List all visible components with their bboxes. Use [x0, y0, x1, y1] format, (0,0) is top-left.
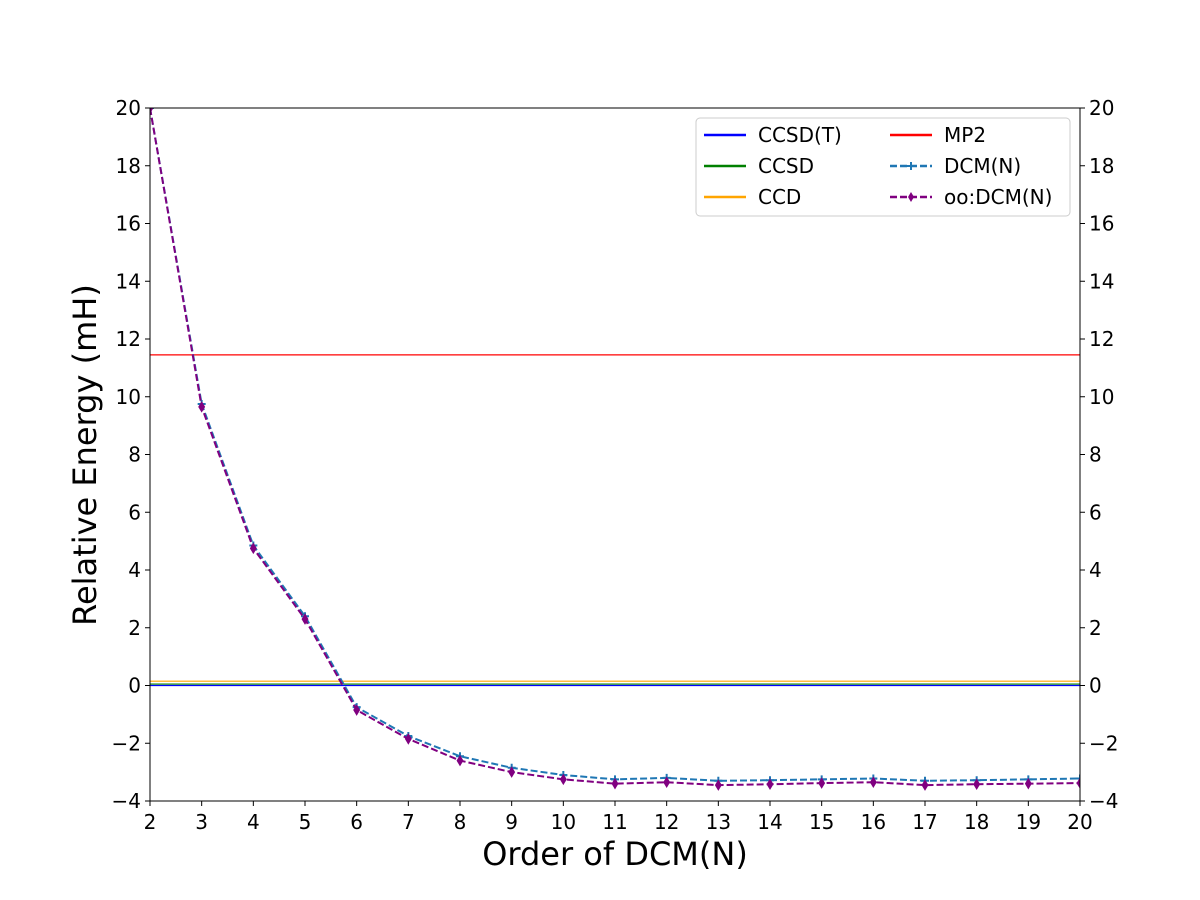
- y-tick-label-left: 20: [116, 96, 141, 120]
- data-point-oo-dcm-n: [973, 778, 981, 791]
- data-point-oo-dcm-n: [663, 776, 671, 789]
- y-tick-label-right: 6: [1089, 500, 1102, 524]
- data-point-oo-dcm-n: [714, 779, 722, 791]
- legend: CCSD(T) CCSD CCD MP2 DCM(N) oo:DCM(N): [695, 117, 1071, 217]
- y-tick-label-left: 10: [116, 385, 141, 409]
- data-point-oo-dcm-n: [1024, 777, 1032, 790]
- x-tick-label: 2: [144, 810, 157, 834]
- data-point-oo-dcm-n: [353, 704, 361, 716]
- y-tick-label-left: 16: [116, 212, 141, 236]
- legend-label: CCSD: [758, 154, 814, 178]
- data-point-oo-dcm-n: [921, 779, 929, 791]
- data-point-oo-dcm-n: [456, 754, 464, 767]
- x-tick-label: 3: [195, 810, 208, 834]
- y-tick-label-right: 16: [1089, 212, 1114, 236]
- y-tick-label-right: 10: [1089, 385, 1114, 409]
- y-tick-label-left: 6: [128, 500, 141, 524]
- x-tick-label: 14: [757, 810, 782, 834]
- x-axis-title: Order of DCM(N): [482, 835, 748, 873]
- legend-box: [695, 117, 1071, 217]
- y-tick-label-right: 0: [1089, 674, 1102, 698]
- legend-marker: [908, 192, 914, 202]
- legend-item-mp2: MP2: [890, 123, 986, 147]
- y-tick-label-left: 18: [116, 154, 141, 178]
- data-point-oo-dcm-n: [611, 777, 619, 790]
- legend-label: oo:DCM(N): [944, 185, 1052, 209]
- legend-item-oo-dcm-n: oo:DCM(N): [890, 185, 1052, 209]
- data-point-oo-dcm-n: [1076, 777, 1080, 789]
- legend-item-ccsd-t: CCSD(T): [704, 123, 842, 147]
- data-point-oo-dcm-n: [818, 777, 826, 789]
- x-tick-label: 5: [299, 810, 312, 834]
- legend-label: CCSD(T): [758, 123, 842, 147]
- data-point-oo-dcm-n: [766, 778, 774, 791]
- y-tick-label-left: −2: [112, 731, 141, 755]
- y-tick-label-right: 14: [1089, 269, 1114, 293]
- x-tick-label: 4: [247, 810, 260, 834]
- y-tick-label-right: 8: [1089, 443, 1102, 467]
- x-tick-label: 9: [505, 810, 518, 834]
- y-tick-label-left: 8: [128, 443, 141, 467]
- data-point-oo-dcm-n: [301, 613, 309, 625]
- x-tick-label: 6: [350, 810, 363, 834]
- y-tick-label-left: 0: [128, 674, 141, 698]
- data-layer: [150, 108, 1080, 791]
- y-tick-label-left: 2: [128, 616, 141, 640]
- plot-area: −4 −4 −2 −2 0 0 2 2 4 4 6 6 8 8 10 10 12 12 14 14 16 16 18 18 20…: [112, 96, 1119, 834]
- y-tick-label-left: 12: [116, 327, 141, 351]
- legend-label: DCM(N): [944, 154, 1021, 178]
- x-tick-label: 17: [912, 810, 937, 834]
- legend-item-ccsd: CCSD: [704, 154, 814, 178]
- y-tick-label-right: 2: [1089, 616, 1102, 640]
- y-tick-label-right: 4: [1089, 558, 1102, 582]
- y-tick-label-right: 18: [1089, 154, 1114, 178]
- y-tick-label-right: −4: [1089, 789, 1118, 813]
- x-tick-label: 10: [551, 810, 576, 834]
- legend-item-ccd: CCD: [704, 185, 801, 209]
- x-tick-label: 11: [602, 810, 627, 834]
- y-tick-label-left: 14: [116, 269, 141, 293]
- data-point-oo-dcm-n: [404, 733, 412, 745]
- y-axis-title: Relative Energy (mH): [66, 284, 104, 626]
- data-point-oo-dcm-n: [559, 773, 567, 786]
- legend-marker: [907, 162, 915, 170]
- x-tick-label: 16: [861, 810, 886, 834]
- data-point-dcm-n: [1076, 774, 1080, 783]
- data-point-oo-dcm-n: [198, 401, 206, 413]
- x-tick-label: 12: [654, 810, 679, 834]
- x-tick-label: 15: [809, 810, 834, 834]
- data-point-oo-dcm-n: [508, 766, 516, 778]
- x-tick-label: 8: [454, 810, 467, 834]
- y-tick-label-right: 12: [1089, 327, 1114, 351]
- x-tick-label: 7: [402, 810, 415, 834]
- data-point-oo-dcm-n: [869, 776, 877, 789]
- x-tick-label: 18: [964, 810, 989, 834]
- y-tick-label-left: 4: [128, 558, 141, 582]
- y-tick-label-right: 20: [1089, 96, 1114, 120]
- legend-item-dcm-n: DCM(N): [890, 154, 1021, 178]
- x-tick-label: 19: [1016, 810, 1041, 834]
- data-point-oo-dcm-n: [150, 108, 154, 114]
- legend-label: CCD: [758, 185, 801, 209]
- y-tick-label-left: −4: [112, 789, 141, 813]
- x-tick-label: 20: [1067, 810, 1092, 834]
- y-tick-label-right: −2: [1089, 731, 1118, 755]
- legend-label: MP2: [944, 123, 986, 147]
- x-tick-label: 13: [706, 810, 731, 834]
- data-point-oo-dcm-n: [249, 542, 257, 555]
